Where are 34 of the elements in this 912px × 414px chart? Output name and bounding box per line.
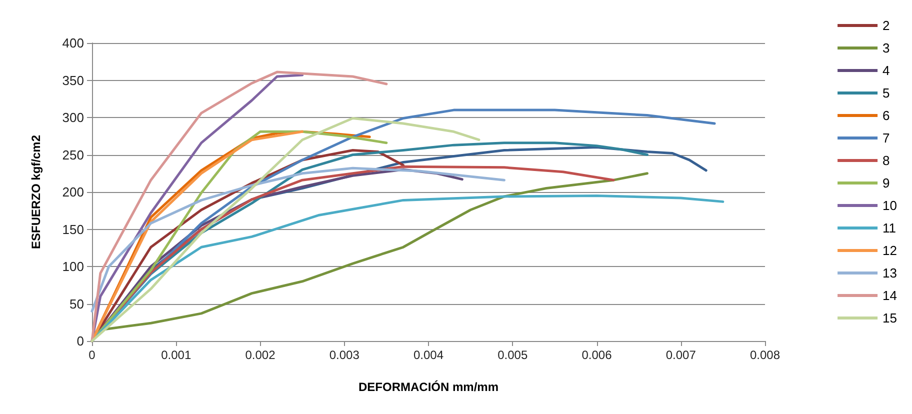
legend-label: 7 [882, 130, 890, 146]
y-tick-label: 300 [62, 110, 84, 125]
legend-label: 9 [882, 176, 890, 190]
y-tick-label: 100 [62, 259, 84, 274]
x-tick-label: 0.003 [329, 348, 360, 362]
x-tick-label: 0.004 [413, 348, 444, 362]
y-axis-title: ESFUERZO kgf/cm2 [29, 134, 43, 250]
x-tick-label: 0.005 [498, 348, 528, 362]
x-tick-label: 0.007 [666, 348, 696, 362]
y-tick-label: 0 [76, 334, 84, 348]
legend-label: 8 [882, 153, 890, 168]
legend-label: 10 [882, 198, 898, 213]
y-tick-label: 400 [62, 36, 84, 50]
legend-label: 11 [882, 220, 896, 236]
y-tick-label: 200 [62, 184, 84, 200]
legend-label: 4 [882, 63, 890, 78]
x-tick-label: 0 [88, 348, 96, 362]
y-tick-label: 350 [62, 72, 84, 88]
legend-label: 2 [882, 18, 890, 33]
x-tick-label: 0.008 [750, 348, 780, 362]
x-axis-title: DEFORMACIÓN mm/mm [358, 380, 499, 394]
legend-label: 14 [882, 288, 898, 303]
y-tick-label: 50 [70, 296, 84, 312]
x-tick-label: 0.001 [161, 348, 192, 362]
legend-label: 12 [882, 243, 898, 258]
legend-label: 13 [882, 266, 898, 280]
y-tick-label: 150 [62, 222, 84, 237]
y-tick-label: 250 [62, 147, 84, 162]
x-tick-label: 0.006 [582, 348, 612, 362]
x-tick-label: 0.002 [245, 348, 276, 362]
legend-label: 6 [882, 108, 890, 123]
legend-label: 5 [882, 86, 890, 100]
legend-label: 3 [882, 40, 890, 56]
legend-label: 15 [882, 310, 898, 326]
